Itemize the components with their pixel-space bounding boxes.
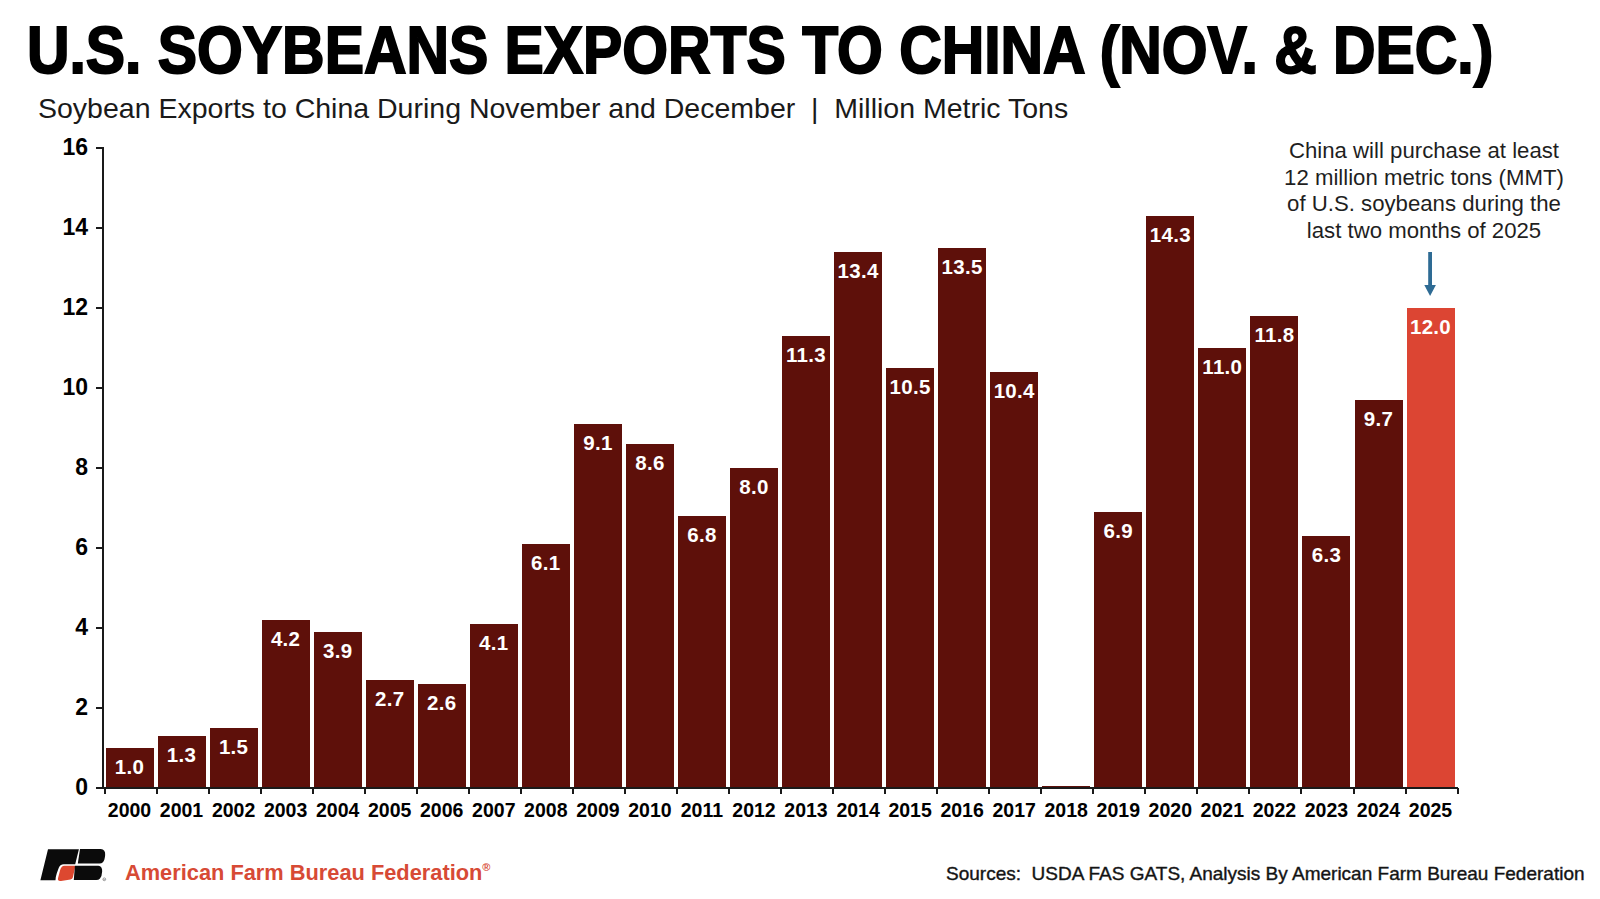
svg-text:R: R: [104, 878, 106, 880]
